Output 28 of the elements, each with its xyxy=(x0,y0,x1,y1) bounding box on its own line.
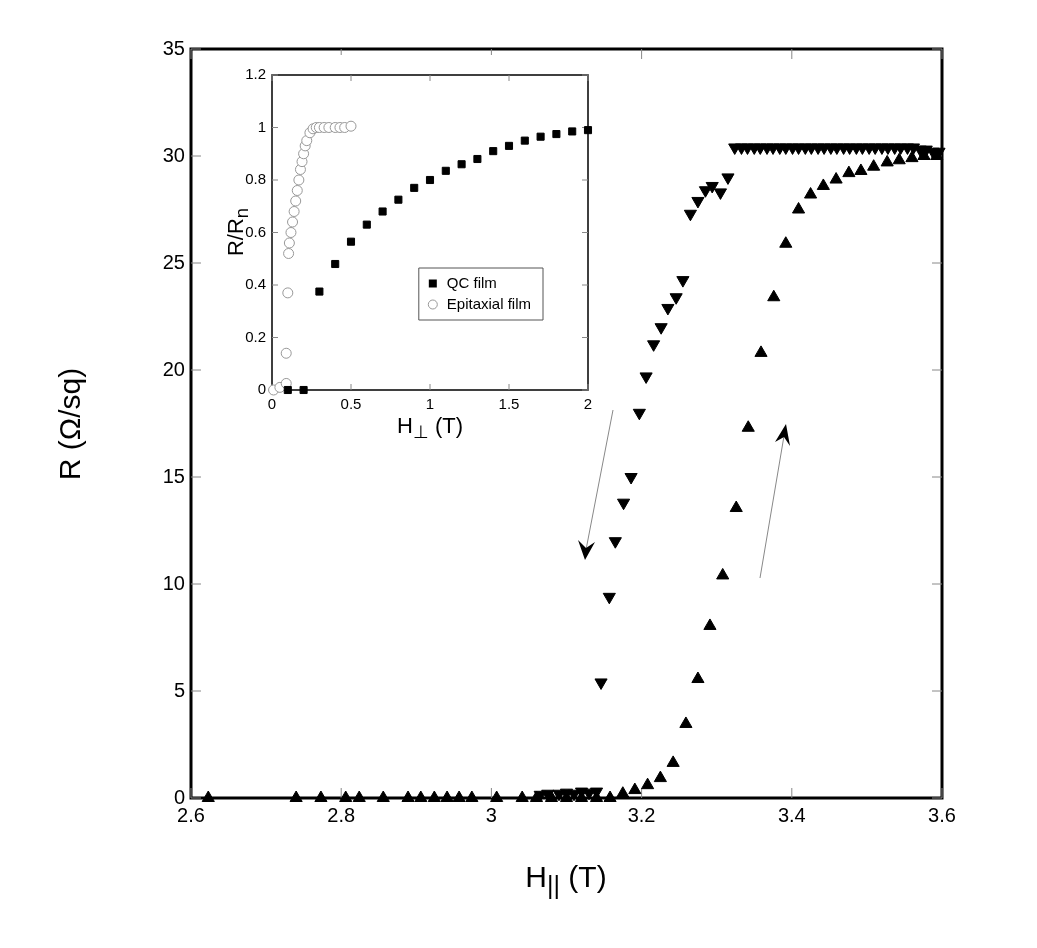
y-tick-label: 0.8 xyxy=(245,170,266,188)
x-tick-label: 2.8 xyxy=(327,803,356,826)
x-axis-title: H$_{⊥}$ (T) xyxy=(396,412,464,444)
y-tick-label: 5 xyxy=(173,678,185,701)
x-tick-label: 2 xyxy=(583,395,593,413)
legend-label: Epitaxial film xyxy=(446,294,532,312)
x-tick-label: 1.5 xyxy=(498,395,520,413)
x-tick-label: 1 xyxy=(425,395,435,413)
x-axis-title: H$_{||}$ (T) xyxy=(525,860,607,900)
y-tick-label: 0.4 xyxy=(245,275,266,293)
y-tick-label: 10 xyxy=(162,571,185,594)
legend-label: QC film xyxy=(446,273,497,291)
y-tick-label: 35 xyxy=(162,36,185,59)
y-tick-label: 0 xyxy=(257,380,266,398)
y-tick-label: 0.6 xyxy=(245,222,266,240)
x-tick-label: 0.5 xyxy=(340,395,362,413)
x-tick-label: 3.6 xyxy=(928,803,956,826)
y-axis-title: R (Ω/sq) xyxy=(53,367,87,481)
y-tick-label: 25 xyxy=(162,250,185,273)
y-tick-label: 20 xyxy=(162,357,185,380)
x-tick-label: 3.4 xyxy=(777,803,806,826)
x-tick-label: 3 xyxy=(485,803,497,826)
y-tick-label: 30 xyxy=(162,143,185,166)
y-tick-label: 0.2 xyxy=(245,327,266,345)
y-tick-label: 15 xyxy=(162,464,185,487)
y-tick-label: 1.2 xyxy=(245,65,266,83)
y-tick-label: 1 xyxy=(257,117,266,135)
x-tick-label: 3.2 xyxy=(627,803,656,826)
